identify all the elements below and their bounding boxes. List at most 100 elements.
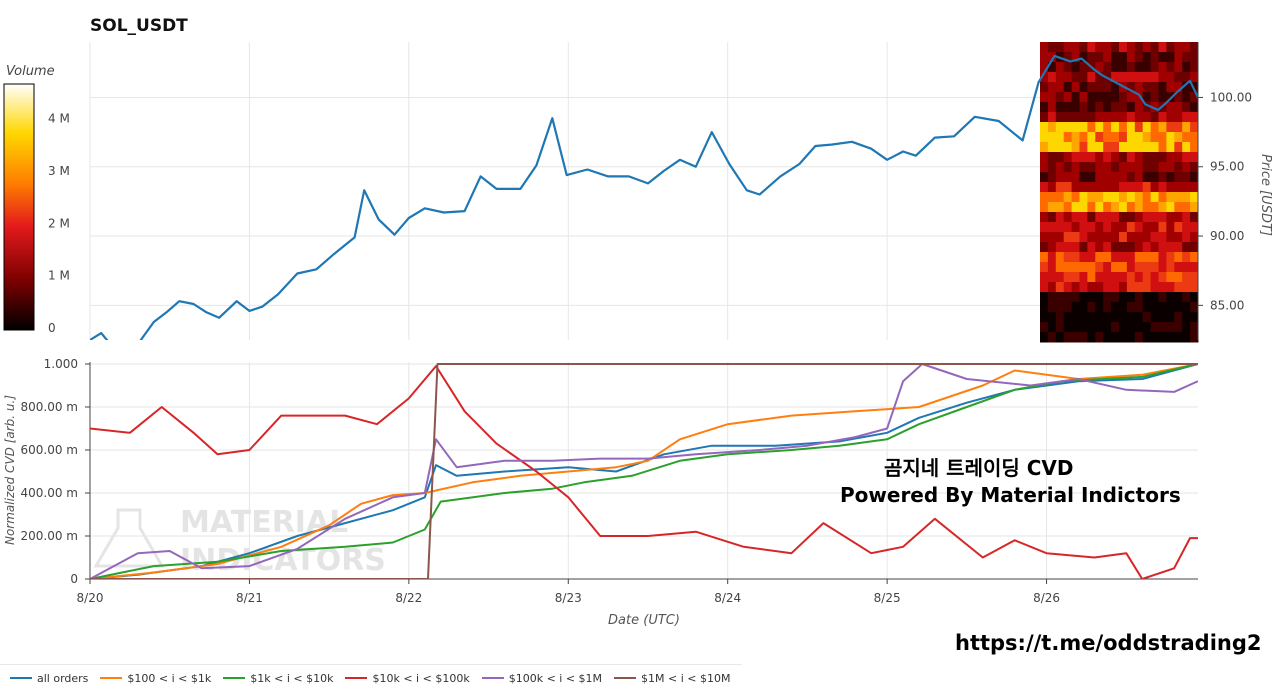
legend-item[interactable]: $100k < i < $1M <box>481 672 602 685</box>
heatmap-cell <box>1166 222 1175 233</box>
heatmap-cell <box>1126 62 1136 73</box>
legend-item[interactable]: $1k < i < $10k <box>223 672 333 685</box>
heatmap-cell <box>1047 252 1057 263</box>
heatmap-cell <box>1119 332 1128 343</box>
colorbar-tick-label: 2 M <box>48 216 70 230</box>
heatmap-cell <box>1111 152 1120 163</box>
heatmap-cell <box>1158 142 1167 153</box>
heatmap-cell <box>1119 252 1128 263</box>
heatmap-cell <box>1142 122 1152 133</box>
legend-item[interactable]: $100 < i < $1k <box>100 672 211 685</box>
heatmap-cell <box>1079 52 1088 63</box>
heatmap-cell <box>1142 232 1152 243</box>
heatmap-cell <box>1063 312 1073 323</box>
heatmap-cell <box>1087 212 1096 223</box>
heatmap-cell <box>1166 52 1175 63</box>
volume-colorbar-label: Volume <box>6 64 55 79</box>
heatmap-cell <box>1174 112 1183 123</box>
heatmap-cell <box>1182 42 1191 53</box>
heatmap-cell <box>1079 272 1088 283</box>
heatmap-cell <box>1087 42 1096 53</box>
price-y-axis-label: Price [USDT] <box>1258 154 1273 236</box>
legend-item[interactable]: $10k < i < $100k <box>345 672 470 685</box>
heatmap-cell <box>1119 112 1128 123</box>
heatmap-cell <box>1182 172 1191 183</box>
heatmap-cell <box>1071 162 1080 173</box>
heatmap-cell <box>1119 212 1128 223</box>
heatmap-cell <box>1063 122 1073 133</box>
heatmap-cell <box>1158 62 1167 73</box>
heatmap-cell <box>1055 312 1065 323</box>
heatmap-cell <box>1071 202 1080 213</box>
heatmap-cell <box>1079 162 1088 173</box>
price-y-tick-label: 90.00 <box>1210 229 1244 243</box>
heatmap-cell <box>1150 192 1159 203</box>
heatmap-cell <box>1063 152 1073 163</box>
heatmap-cell <box>1103 152 1112 163</box>
heatmap-cell <box>1134 272 1144 283</box>
heatmap-cell <box>1182 212 1191 223</box>
heatmap-cell <box>1111 52 1120 63</box>
telegram-link[interactable]: https://t.me/oddstrading2 <box>955 631 1262 655</box>
heatmap-cell <box>1142 52 1152 63</box>
cvd-x-tick-label: 8/25 <box>874 591 901 605</box>
heatmap-cell <box>1158 122 1167 133</box>
heatmap-cell <box>1087 202 1096 213</box>
heatmap-cell <box>1126 192 1136 203</box>
heatmap-cell <box>1095 232 1104 243</box>
legend-item[interactable]: $1M < i < $10M <box>614 672 730 685</box>
heatmap-cell <box>1111 222 1120 233</box>
heatmap-cell <box>1134 262 1144 273</box>
heatmap-cell <box>1182 202 1191 213</box>
heatmap-cell <box>1047 232 1057 243</box>
heatmap-cell <box>1150 332 1159 343</box>
heatmap-cell <box>1190 262 1199 273</box>
heatmap-cell <box>1119 142 1128 153</box>
heatmap-cell <box>1174 192 1183 203</box>
heatmap-cell <box>1142 162 1152 173</box>
heatmap-cell <box>1182 332 1191 343</box>
heatmap-cell <box>1182 122 1191 133</box>
heatmap-cell <box>1150 52 1159 63</box>
heatmap-cell <box>1166 202 1175 213</box>
heatmap-cell <box>1103 202 1112 213</box>
heatmap-cell <box>1166 102 1175 113</box>
heatmap-cell <box>1182 292 1191 303</box>
heatmap-cell <box>1055 102 1065 113</box>
colorbar-ticks: 0 1 M 2 M 3 M 4 M <box>48 112 70 335</box>
heatmap-cell <box>1103 252 1112 263</box>
chart-svg: 0 1 M 2 M 3 M 4 M 85.00 90.00 95.00 100.00 Pric… <box>3 42 1273 628</box>
colorbar-tick-label: 1 M <box>48 269 70 283</box>
heatmap-cell <box>1166 212 1175 223</box>
heatmap-cell <box>1103 132 1112 143</box>
heatmap-cell <box>1158 232 1167 243</box>
heatmap-cell <box>1111 322 1120 333</box>
heatmap-cell <box>1134 42 1144 53</box>
heatmap-cell <box>1087 262 1096 273</box>
heatmap-cell <box>1174 152 1183 163</box>
heatmap-cell <box>1134 312 1144 323</box>
heatmap-cell <box>1174 182 1183 193</box>
heatmap-cell <box>1158 52 1167 63</box>
heatmap-cell <box>1071 42 1080 53</box>
heatmap-cell <box>1166 292 1175 303</box>
heatmap-cell <box>1040 112 1049 123</box>
heatmap-cell <box>1166 232 1175 243</box>
heatmap-cell <box>1071 192 1080 203</box>
heatmap-cell <box>1190 102 1199 113</box>
heatmap-cell <box>1087 232 1096 243</box>
heatmap-cell <box>1119 322 1128 333</box>
heatmap-cell <box>1126 262 1136 273</box>
heatmap-cell <box>1182 302 1191 313</box>
heatmap-cell <box>1119 272 1128 283</box>
heatmap-cell <box>1126 272 1136 283</box>
heatmap-cell <box>1150 152 1159 163</box>
heatmap-cell <box>1079 252 1088 263</box>
legend-item[interactable]: all orders <box>10 672 88 685</box>
heatmap-cell <box>1063 132 1073 143</box>
heatmap-cell <box>1174 302 1183 313</box>
price-y-tick-label: 85.00 <box>1210 298 1244 312</box>
heatmap-cell <box>1079 292 1088 303</box>
heatmap-cell <box>1119 52 1128 63</box>
colorbar-gradient <box>3 83 35 331</box>
